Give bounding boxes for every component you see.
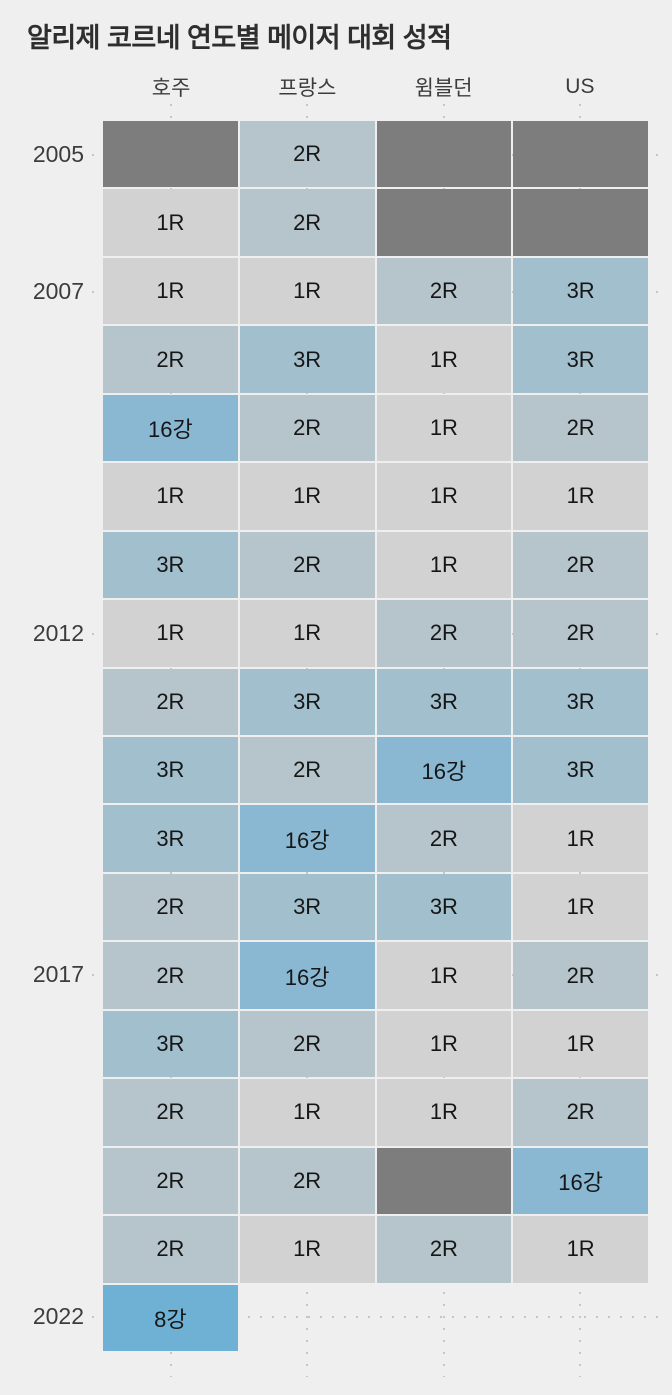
cell-2016-col1: 3R bbox=[239, 873, 375, 941]
cell-2006-col1: 2R bbox=[239, 189, 375, 256]
cell-2019-col2: 1R bbox=[376, 1079, 512, 1146]
cell-2007-col0: 1R bbox=[103, 257, 238, 325]
cell-2011-col2: 1R bbox=[376, 531, 512, 599]
cell-2006-col3 bbox=[513, 189, 648, 256]
cell-2007-col2: 2R bbox=[376, 257, 512, 325]
cell-2006-col0: 1R bbox=[103, 189, 238, 256]
cell-2012-col1: 1R bbox=[239, 600, 375, 667]
cell-2010-col1: 1R bbox=[239, 463, 375, 530]
cell-2021-col1: 1R bbox=[239, 1216, 375, 1283]
cell-2010-col3: 1R bbox=[513, 463, 648, 530]
cell-2019-col1: 1R bbox=[239, 1079, 375, 1146]
cell-2017-col1: 16강 bbox=[239, 942, 375, 1009]
cell-2021-col2: 2R bbox=[376, 1216, 512, 1283]
cell-2013-col0: 2R bbox=[103, 668, 238, 735]
cell-2013-col3: 3R bbox=[513, 668, 648, 735]
cell-2012-col0: 1R bbox=[103, 600, 238, 667]
cell-2009-col3: 2R bbox=[513, 394, 648, 462]
cell-2022-col1 bbox=[240, 1285, 375, 1351]
cell-2017-col0: 2R bbox=[103, 942, 238, 1009]
horizontal-gridline-2007 bbox=[92, 290, 658, 293]
cell-2020-col0: 2R bbox=[103, 1147, 238, 1215]
cell-2022-col2 bbox=[377, 1285, 512, 1351]
year-tick-2005: 2005 bbox=[32, 141, 84, 168]
year-tick-2017: 2017 bbox=[32, 961, 84, 988]
cell-2014-col0: 3R bbox=[103, 736, 238, 804]
cell-2005-col2 bbox=[376, 121, 512, 188]
cell-2008-col1: 3R bbox=[239, 326, 375, 393]
cell-2018-col2: 1R bbox=[376, 1010, 512, 1078]
year-tick-2012: 2012 bbox=[32, 619, 84, 646]
cell-2008-col2: 1R bbox=[376, 326, 512, 393]
cell-2006-col2 bbox=[376, 189, 512, 256]
cell-2012-col2: 2R bbox=[376, 600, 512, 667]
cell-2021-col0: 2R bbox=[103, 1216, 238, 1283]
cell-2008-col3: 3R bbox=[513, 326, 648, 393]
column-header-1: 프랑스 bbox=[278, 77, 337, 100]
cell-2020-col2 bbox=[376, 1147, 512, 1215]
horizontal-gridline-2017 bbox=[92, 974, 658, 977]
cell-2009-col2: 1R bbox=[376, 394, 512, 462]
column-header-3: US bbox=[565, 75, 595, 98]
cell-2007-col1: 1R bbox=[239, 257, 375, 325]
cell-2010-col2: 1R bbox=[376, 463, 512, 530]
cell-2007-col3: 3R bbox=[513, 257, 648, 325]
cell-2020-col1: 2R bbox=[239, 1147, 375, 1215]
column-headers: 호주 프랑스 윔블던 US bbox=[103, 72, 648, 102]
cell-2018-col0: 3R bbox=[103, 1010, 238, 1078]
cell-2016-col3: 1R bbox=[513, 873, 648, 941]
cell-2011-col0: 3R bbox=[103, 531, 238, 599]
horizontal-gridline-2012 bbox=[92, 632, 658, 635]
cell-2013-col1: 3R bbox=[239, 668, 375, 735]
cell-2016-col2: 3R bbox=[376, 873, 512, 941]
cell-2015-col2: 2R bbox=[376, 805, 512, 872]
column-header-0: 호주 bbox=[151, 77, 191, 100]
cell-2011-col3: 2R bbox=[513, 531, 648, 599]
cell-2012-col3: 2R bbox=[513, 600, 648, 667]
cell-2011-col1: 2R bbox=[239, 531, 375, 599]
cell-2014-col2: 16강 bbox=[376, 736, 512, 804]
cell-2005-col0 bbox=[103, 121, 238, 188]
cell-2018-col3: 1R bbox=[513, 1010, 648, 1078]
cell-2009-col0: 16강 bbox=[103, 394, 238, 462]
cell-2005-col3 bbox=[513, 121, 648, 188]
cell-2016-col0: 2R bbox=[103, 873, 238, 941]
cell-2013-col2: 3R bbox=[376, 668, 512, 735]
cell-2014-col1: 2R bbox=[239, 736, 375, 804]
cell-2010-col0: 1R bbox=[103, 463, 238, 530]
column-header-2: 윔블던 bbox=[414, 77, 473, 100]
cell-2022-col0: 8강 bbox=[103, 1284, 238, 1351]
cell-2009-col1: 2R bbox=[239, 394, 375, 462]
year-tick-2007: 2007 bbox=[32, 277, 84, 304]
year-tick-2022: 2022 bbox=[32, 1302, 84, 1329]
cell-2019-col3: 2R bbox=[513, 1079, 648, 1146]
cell-2015-col3: 1R bbox=[513, 805, 648, 872]
cell-2005-col1: 2R bbox=[239, 121, 375, 188]
horizontal-gridline-2005 bbox=[92, 154, 658, 157]
cell-2022-col3 bbox=[513, 1285, 648, 1351]
cell-2020-col3: 16강 bbox=[513, 1147, 648, 1215]
cell-2019-col0: 2R bbox=[103, 1079, 238, 1146]
cell-2018-col1: 2R bbox=[239, 1010, 375, 1078]
heatmap-grid: 2R 1R 2R 1R 1R 2R 3R 2R 3R 1R 3R 16강 2R 1R 2R 1R 1R 1R 1R 3… bbox=[103, 121, 648, 1351]
cell-2017-col2: 1R bbox=[376, 942, 512, 1009]
cell-2008-col0: 2R bbox=[103, 326, 238, 393]
horizontal-gridline-2022 bbox=[92, 1315, 658, 1318]
chart-title: 알리제 코르네 연도별 메이저 대회 성적 bbox=[27, 23, 452, 53]
cell-2015-col0: 3R bbox=[103, 805, 238, 872]
cell-2015-col1: 16강 bbox=[239, 805, 375, 872]
cell-2014-col3: 3R bbox=[513, 736, 648, 804]
cell-2017-col3: 2R bbox=[513, 942, 648, 1009]
cell-2021-col3: 1R bbox=[513, 1216, 648, 1283]
